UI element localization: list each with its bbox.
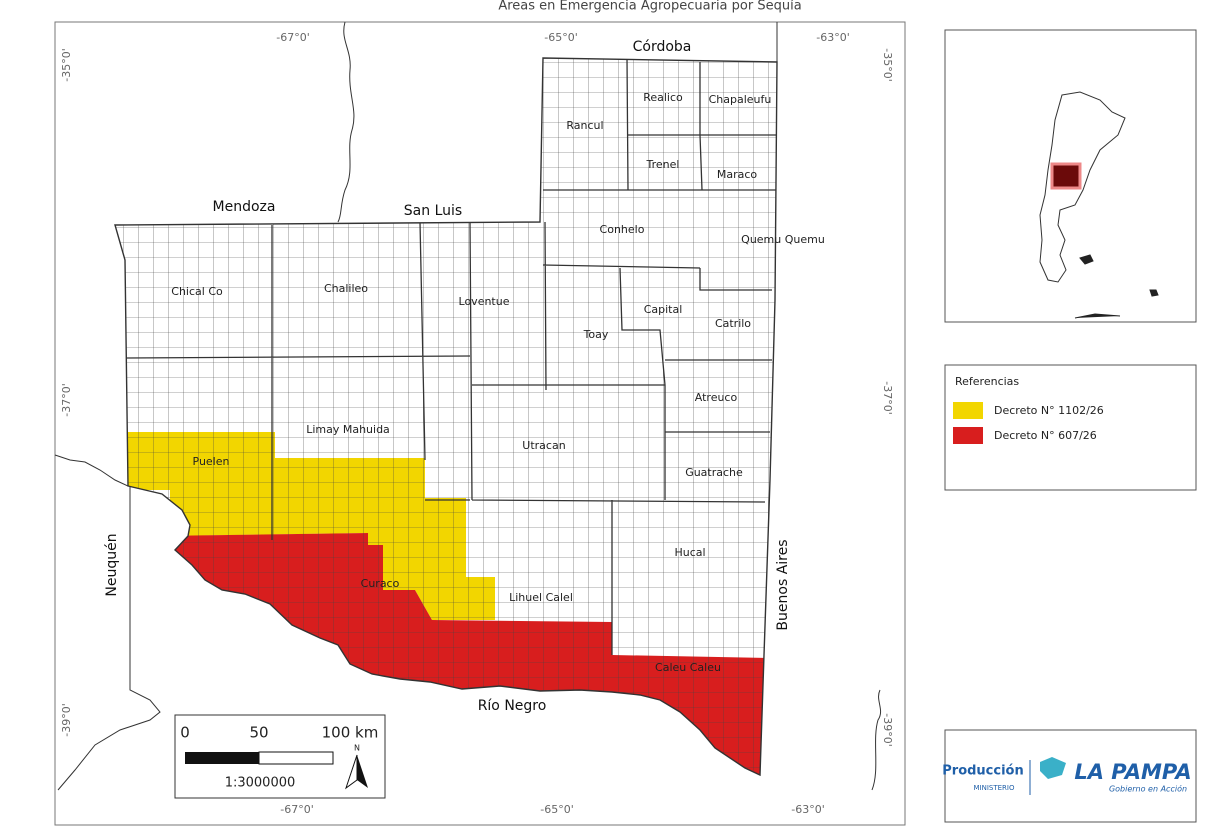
inset-country <box>1039 91 1126 283</box>
scale-box: 0 50 100 km 1:3000000 N <box>174 714 386 799</box>
department-label: Catrilo <box>715 317 751 330</box>
department-label: Utracan <box>522 439 565 452</box>
scale-segment <box>185 752 259 764</box>
coordinate-label: -67°0' <box>276 31 310 44</box>
logo-frame <box>944 729 1197 823</box>
department-label: Caleu Caleu <box>655 661 721 674</box>
scale-label: 100 km <box>322 724 379 742</box>
boundary-line <box>54 454 129 487</box>
department-label: Rancul <box>566 119 603 132</box>
department-label: Realico <box>643 91 683 104</box>
department-label: Toay <box>583 328 609 341</box>
department-label: Hucal <box>674 546 705 559</box>
province-label: San Luis <box>404 203 462 219</box>
department-label: Chical Co <box>171 285 223 298</box>
province-label: Córdoba <box>633 39 692 55</box>
logo-icon <box>1040 757 1066 779</box>
department-label: Conhelo <box>600 223 645 236</box>
province-label: Neuquén <box>104 533 120 596</box>
boundary-line <box>871 689 882 791</box>
coordinate-label: -39°0' <box>881 713 894 747</box>
logo-slogan: Gobierno en Acción <box>1109 784 1187 794</box>
coordinate-label: -65°0' <box>540 803 574 816</box>
department-label: Chalileo <box>324 282 368 295</box>
north-label: N <box>354 744 360 753</box>
department-label: Lihuel Calel <box>509 591 573 604</box>
map-frame <box>54 21 906 826</box>
legend-label: Decreto N° 607/26 <box>994 429 1097 442</box>
coordinate-label: -63°0' <box>791 803 825 816</box>
coordinate-label: -37°0' <box>60 383 73 417</box>
boundary-line <box>337 21 355 223</box>
inset-islands <box>1074 254 1159 319</box>
legend-swatch <box>953 402 983 419</box>
province-label: Río Negro <box>478 698 547 714</box>
legend: Referencias Decreto N° 1102/26 Decreto N… <box>944 364 1197 491</box>
coordinate-label: -65°0' <box>544 31 578 44</box>
department-label: Atreuco <box>695 391 738 404</box>
legend-frame <box>944 364 1197 491</box>
boundary-line <box>57 486 161 791</box>
legend-label: Decreto N° 1102/26 <box>994 404 1104 417</box>
logo-province: LA PAMPA <box>1074 760 1191 784</box>
department-label: Maraco <box>717 168 758 181</box>
department-label: Trenel <box>646 158 680 171</box>
province-label: Buenos Aires <box>775 539 791 630</box>
department-label: Loventue <box>459 295 510 308</box>
department-label: Capital <box>644 303 683 316</box>
scale-label: 0 <box>180 724 190 742</box>
department-label: Guatrache <box>685 466 743 479</box>
coordinate-label: -39°0' <box>60 703 73 737</box>
coordinate-label: -35°0' <box>60 48 73 82</box>
coordinate-label: -35°0' <box>881 48 894 82</box>
scale-segment <box>258 751 334 765</box>
department-labels: Realico Chapaleufu Rancul Trenel Maraco Conhe… <box>171 91 825 674</box>
coordinate-label: -37°0' <box>881 381 894 415</box>
logo-ministry: Producción <box>942 764 1024 779</box>
department-boundaries <box>124 58 777 655</box>
department-label: Chapaleufu <box>709 93 772 106</box>
map-title: Áreas en Emergencia Agropecuaria por Seq… <box>498 0 801 14</box>
province-label: Mendoza <box>213 199 276 215</box>
coordinate-label: -63°0' <box>816 31 850 44</box>
coordinate-label: -67°0' <box>280 803 314 816</box>
logo-box: Producción MINISTERIO LA PAMPA Gobierno … <box>942 729 1197 823</box>
department-label: Curaco <box>361 577 400 590</box>
legend-swatch <box>953 427 983 444</box>
legend-title: Referencias <box>955 375 1019 388</box>
coordinate-labels: -67°0' -65°0' -63°0' -67°0' -65°0' -63°0' -35°… <box>60 31 894 816</box>
north-arrow <box>357 755 368 788</box>
scale-label: 50 <box>249 724 268 742</box>
inset-map <box>944 29 1197 323</box>
logo-subtitle: MINISTERIO <box>974 784 1015 792</box>
department-label: Quemu Quemu <box>741 233 825 246</box>
department-label: Limay Mahuida <box>306 423 390 436</box>
scale-ratio: 1:3000000 <box>225 776 296 791</box>
inset-highlight <box>1050 162 1082 190</box>
department-label: Puelen <box>193 455 230 468</box>
